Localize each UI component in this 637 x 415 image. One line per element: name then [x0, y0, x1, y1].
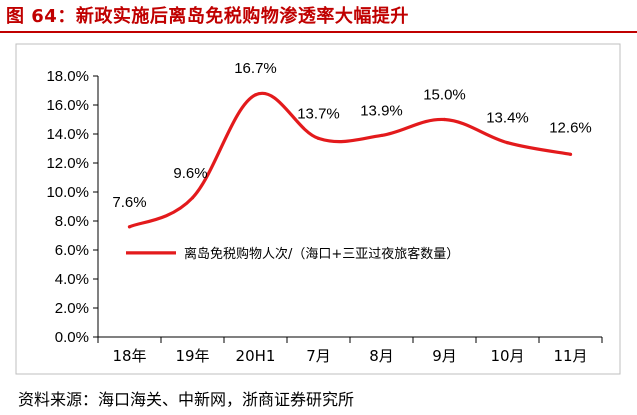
y-tick-label: 6.0% — [55, 242, 89, 259]
data-label: 13.7% — [297, 105, 340, 122]
data-point — [127, 225, 132, 229]
x-tick-label: 20H1 — [236, 347, 276, 365]
data-label: 13.9% — [360, 102, 403, 119]
data-label: 12.6% — [549, 119, 592, 136]
x-tick-label: 10月 — [490, 347, 524, 365]
series-line — [127, 91, 573, 229]
title-rule — [0, 31, 637, 33]
data-point — [316, 136, 321, 140]
x-tick-label: 18年 — [112, 347, 146, 365]
chart-frame — [15, 43, 621, 375]
figure-title: 图 64：新政实施后离岛免税购物渗透率大幅提升 — [6, 6, 409, 27]
y-tick-label: 2.0% — [55, 300, 89, 317]
y-tick-label: 14.0% — [46, 126, 89, 143]
data-point — [505, 141, 510, 145]
data-point — [190, 196, 195, 200]
data-label: 15.0% — [423, 87, 466, 104]
y-tick-label: 8.0% — [55, 213, 89, 230]
data-label: 13.4% — [486, 110, 529, 127]
data-label: 7.6% — [112, 194, 146, 211]
y-tick-label: 0.0% — [55, 329, 89, 346]
data-label: 16.7% — [234, 60, 277, 77]
y-tick-label: 18.0% — [46, 68, 89, 85]
data-point — [568, 152, 573, 156]
data-label: 9.6% — [173, 165, 207, 182]
x-tick-label: 9月 — [432, 347, 457, 365]
y-tick-label: 10.0% — [46, 184, 89, 201]
data-point — [253, 93, 258, 97]
y-tick-label: 12.0% — [46, 155, 89, 172]
legend-label: 离岛免税购物人次/（海口+三亚过夜旅客数量） — [184, 246, 459, 262]
x-tick-label: 11月 — [553, 347, 587, 365]
data-point — [442, 117, 447, 122]
x-tick-label: 19年 — [175, 347, 209, 365]
y-tick-label: 4.0% — [55, 271, 89, 288]
x-tick-label: 7月 — [306, 347, 331, 365]
y-tick-label: 16.0% — [46, 97, 89, 114]
data-point — [379, 133, 384, 138]
x-tick-label: 8月 — [369, 347, 394, 365]
source-note: 资料来源：海口海关、中新网，浙商证券研究所 — [18, 390, 355, 409]
